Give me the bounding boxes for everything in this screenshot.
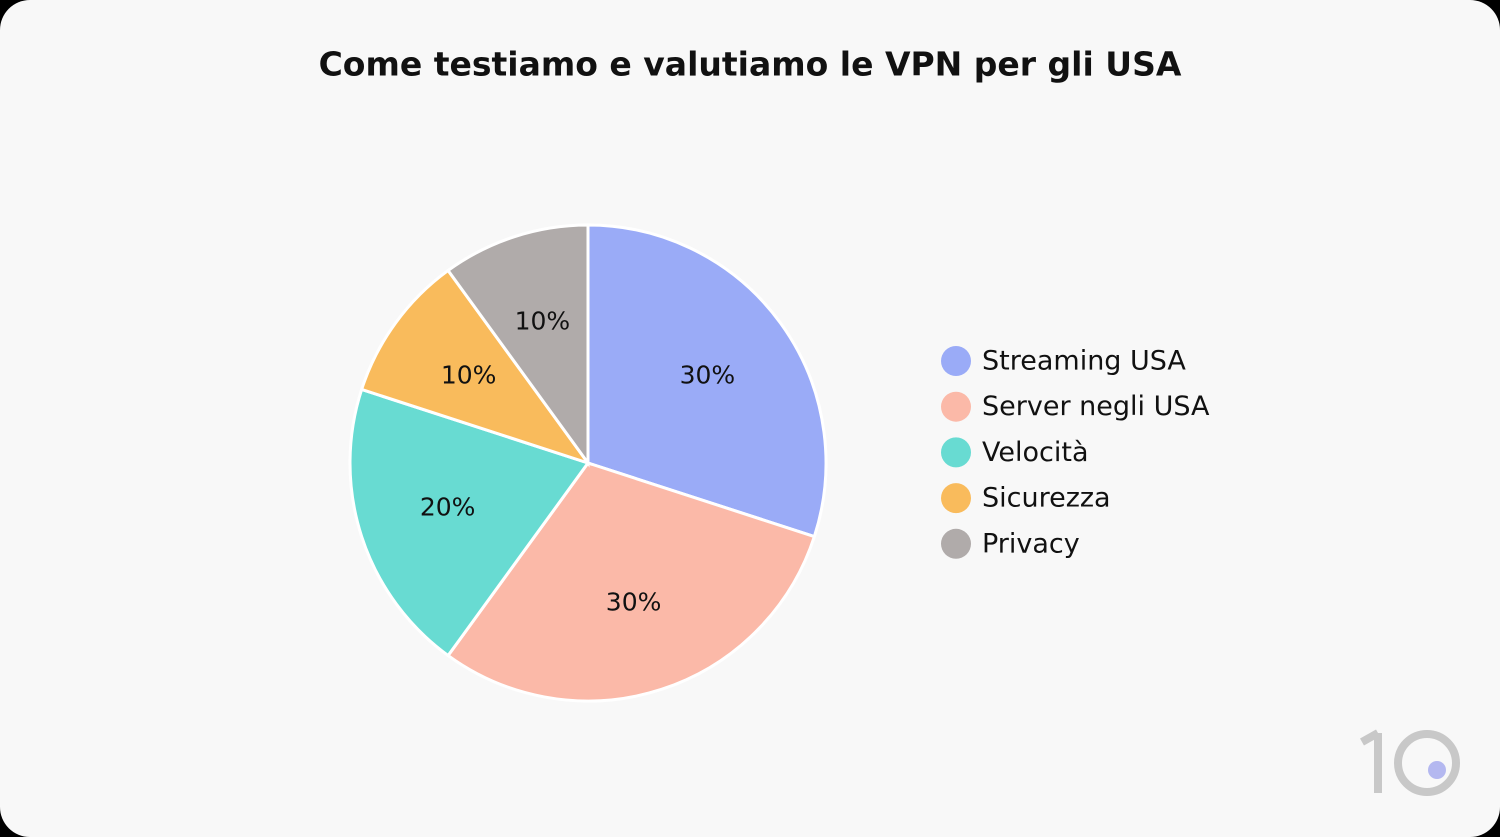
legend-label: Server negli USA	[982, 391, 1210, 422]
legend-label: Velocità	[982, 437, 1088, 468]
logo-ring	[1394, 730, 1460, 796]
slice-label: 20%	[420, 493, 476, 522]
legend-swatch	[941, 391, 971, 422]
logo-flag	[1360, 729, 1380, 746]
legend-swatch	[941, 483, 971, 514]
pie-slice	[586, 223, 828, 539]
legend-label: Privacy	[982, 528, 1080, 559]
slice-label: 10%	[441, 360, 497, 389]
pie-slice	[446, 223, 590, 468]
legend-label: Sicurezza	[982, 483, 1111, 514]
legend-swatch	[941, 437, 971, 468]
logo	[1360, 729, 1460, 796]
chart-title: Come testiamo e valutiamo le VPN per gli…	[319, 45, 1182, 84]
logo-dot	[1428, 761, 1446, 779]
pie-slice	[348, 387, 591, 658]
legend-swatch	[941, 528, 971, 559]
legend-label: Streaming USA	[982, 346, 1186, 377]
slice-label: 30%	[680, 360, 736, 389]
pie-slice	[359, 268, 592, 466]
slice-label: 30%	[606, 587, 662, 616]
slice-label: 10%	[515, 307, 571, 336]
legend-swatch	[941, 346, 971, 376]
pie-slice	[446, 461, 817, 703]
